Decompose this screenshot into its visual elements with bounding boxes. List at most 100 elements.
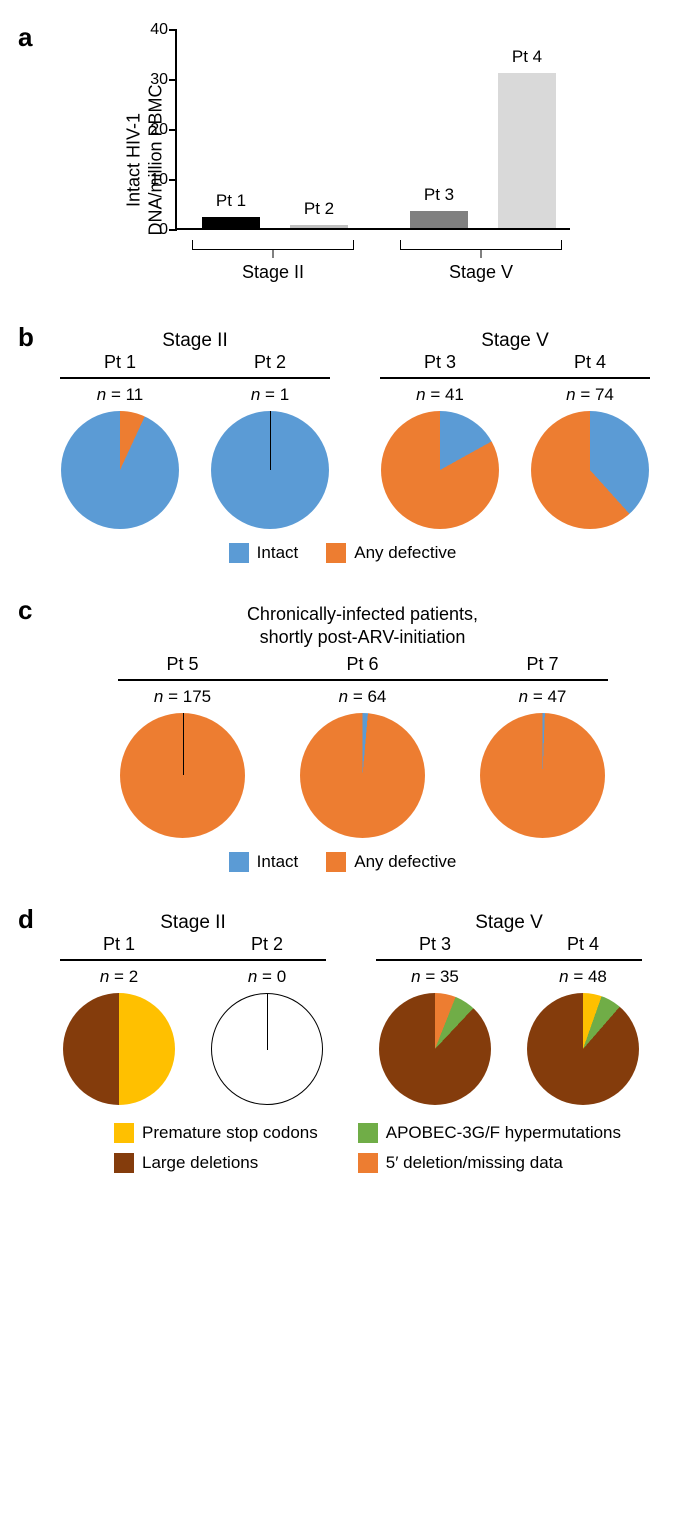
pie-col: Pt 4 — [524, 934, 642, 955]
pie-col: Pt 2 — [208, 934, 326, 955]
pt-label: Pt 2 — [254, 352, 286, 373]
pt-label: Pt 2 — [251, 934, 283, 955]
panel-b: b Stage IIPt 1Pt 2n = 11n = 1Stage VPt 3… — [20, 330, 665, 563]
pie-col: Pt 6 — [298, 654, 428, 675]
pie-col: Pt 1 — [60, 352, 180, 373]
pie-col: n = 48 — [524, 967, 642, 1105]
pie-body-row: n = 2n = 0 — [60, 967, 326, 1105]
n-label: n = 41 — [416, 385, 464, 405]
pt-label: Pt 3 — [419, 934, 451, 955]
legend-swatch — [229, 852, 249, 872]
y-axis-text: Intact HIV-1DNA/million PBMC — [123, 84, 165, 235]
pt-label: Pt 5 — [166, 654, 198, 675]
pie-col: n = 0 — [208, 967, 326, 1105]
legend-swatch — [326, 543, 346, 563]
legend-swatch — [229, 543, 249, 563]
pie-col: Pt 5 — [118, 654, 248, 675]
n-label: n = 1 — [251, 385, 289, 405]
y-tick — [169, 79, 177, 81]
pie-body-row: n = 41 n = 74 — [380, 385, 650, 529]
n-label: n = 48 — [559, 967, 607, 987]
n-label: n = 0 — [248, 967, 286, 987]
stage-label: Stage V — [449, 262, 513, 283]
panel-d-pies: Stage IIPt 1Pt 2n = 2n = 0Stage VPt 3Pt … — [60, 912, 665, 1105]
legend-text: Large deletions — [142, 1153, 258, 1173]
stage-bracket — [400, 240, 562, 250]
bar — [202, 217, 260, 228]
stage-header: Stage II — [160, 912, 226, 934]
bar-plot: Pt 1Pt 2Pt 3Pt 4 — [175, 30, 570, 230]
pie-col: n = 1 — [210, 385, 330, 529]
legend-item: Intact — [229, 543, 299, 563]
stage-header: Stage II — [162, 330, 228, 352]
pt-label: Pt 1 — [104, 352, 136, 373]
pie-col: n = 175 — [118, 687, 248, 838]
pie-col: Pt 3 — [380, 352, 500, 373]
legend-text: Intact — [257, 852, 299, 872]
pie-col: Pt 7 — [478, 654, 608, 675]
legend-swatch — [114, 1153, 134, 1173]
stage-label: Stage II — [242, 262, 304, 283]
panel-b-label: b — [18, 322, 34, 353]
pie-chart — [527, 993, 639, 1105]
pt-row: Pt 3 Pt 4 — [376, 934, 642, 955]
group-rule — [376, 959, 642, 961]
legend-text: APOBEC-3G/F hypermutations — [386, 1123, 621, 1143]
pie-chart — [120, 713, 245, 838]
pie-group: Stage II Pt 1 Pt 2 n = 2n = 0 — [60, 912, 326, 1105]
bar — [498, 73, 556, 228]
n-label: n = 64 — [339, 687, 387, 707]
pie-col: Pt 1 — [60, 934, 178, 955]
y-tick — [169, 179, 177, 181]
pie-chart — [379, 993, 491, 1105]
n-label: n = 47 — [519, 687, 567, 707]
legend-item: Large deletions — [114, 1153, 318, 1173]
pie-tick — [270, 411, 271, 470]
pie-col: Pt 3 — [376, 934, 494, 955]
pie-chart — [63, 993, 175, 1105]
panel-d: d Stage IIPt 1Pt 2n = 2n = 0Stage VPt 3P… — [20, 912, 665, 1173]
bar-label: Pt 3 — [424, 185, 454, 205]
y-tick — [169, 129, 177, 131]
pie-group: Stage VPt 3 Pt 4 n = 41 n = 74 — [380, 330, 650, 529]
panel-b-legend: Intact Any defective — [20, 543, 665, 563]
legend-text: Premature stop codons — [142, 1123, 318, 1143]
pie-body-row: n = 11 n = 1 — [60, 385, 330, 529]
panel-c-title: Chronically-infected patients,shortly po… — [60, 603, 665, 650]
panel-c: c Chronically-infected patients,shortly … — [20, 603, 665, 872]
pie-col: n = 74 — [530, 385, 650, 529]
y-tick-label: 40 — [150, 21, 168, 39]
legend-swatch — [358, 1153, 378, 1173]
pie-chart — [531, 411, 649, 529]
legend-item: Premature stop codons — [114, 1123, 318, 1143]
pie-col: n = 64 — [298, 687, 428, 838]
panel-c-title-text: Chronically-infected patients,shortly po… — [247, 604, 478, 647]
pie-tick — [183, 713, 184, 776]
legend-text: Any defective — [354, 543, 456, 563]
pt-label: Pt 4 — [567, 934, 599, 955]
n-label: n = 11 — [97, 385, 144, 405]
n-label: n = 74 — [566, 385, 614, 405]
n-label: n = 35 — [411, 967, 459, 987]
pt-label: Pt 1 — [103, 934, 135, 955]
pie-body-row: n = 35 n = 48 — [376, 967, 642, 1105]
pt-row: Pt 1 Pt 2 — [60, 934, 326, 955]
bar-label: Pt 2 — [304, 199, 334, 219]
panel-c-label: c — [18, 595, 32, 626]
stage-header: Stage V — [481, 330, 549, 352]
legend-item: 5′ deletion/missing data — [358, 1153, 621, 1173]
pie-col: Pt 2 — [210, 352, 330, 373]
pt-row: Pt 5 Pt 6 Pt 7 — [118, 654, 608, 675]
pie-body-row: n = 175 n = 64 n = 47 — [118, 687, 608, 838]
panel-c-legend: IntactAny defective — [20, 852, 665, 872]
y-tick-label: 30 — [150, 71, 168, 89]
legend-text: 5′ deletion/missing data — [386, 1153, 563, 1173]
pie-group: Stage VPt 3Pt 4n = 35n = 48 — [376, 912, 642, 1105]
legend-item: APOBEC-3G/F hypermutations — [358, 1123, 621, 1143]
group-rule — [60, 959, 326, 961]
pie-col: Pt 4 — [530, 352, 650, 373]
pie-group: Stage II Pt 1 Pt 2 n = 11 n = 1 — [60, 330, 330, 529]
legend-swatch — [326, 852, 346, 872]
panel-d-label: d — [18, 904, 34, 935]
stage-bracket — [192, 240, 354, 250]
